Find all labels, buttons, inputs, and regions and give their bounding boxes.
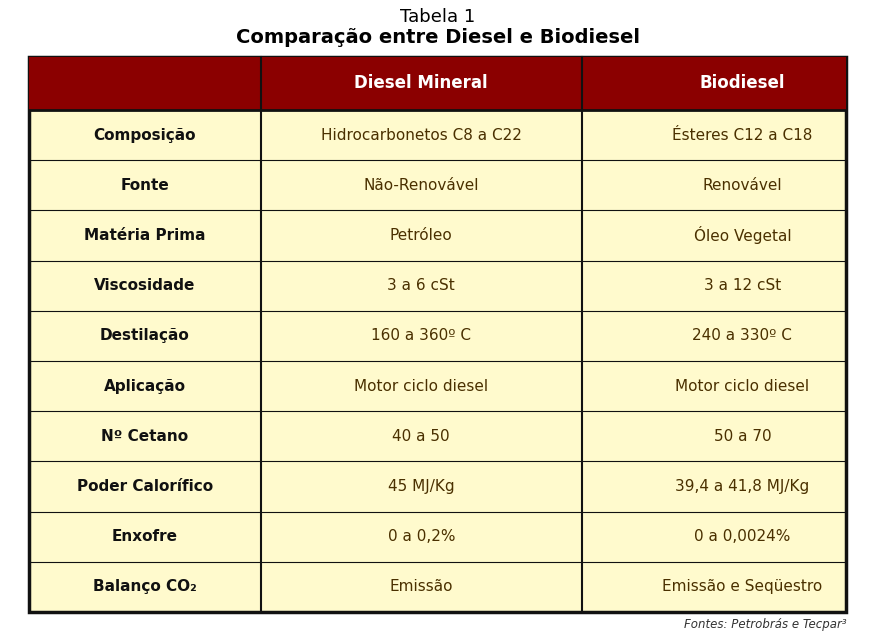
Text: Nº Cetano: Nº Cetano [102, 428, 188, 444]
Text: 240 a 330º C: 240 a 330º C [692, 329, 793, 343]
Text: Viscosidade: Viscosidade [94, 278, 195, 293]
Text: 39,4 a 41,8 MJ/Kg: 39,4 a 41,8 MJ/Kg [676, 479, 809, 494]
Text: Tabela 1: Tabela 1 [400, 8, 475, 26]
Text: Renovável: Renovável [703, 178, 782, 193]
Text: Poder Calorífico: Poder Calorífico [77, 479, 213, 494]
Text: 0 a 0,0024%: 0 a 0,0024% [694, 529, 791, 544]
Text: Motor ciclo diesel: Motor ciclo diesel [676, 379, 809, 394]
Text: 40 a 50: 40 a 50 [393, 428, 450, 444]
Text: 160 a 360º C: 160 a 360º C [371, 329, 472, 343]
Text: 50 a 70: 50 a 70 [714, 428, 771, 444]
Text: Motor ciclo diesel: Motor ciclo diesel [354, 379, 488, 394]
Text: Emissão e Seqüestro: Emissão e Seqüestro [662, 580, 822, 595]
Text: Óleo Vegetal: Óleo Vegetal [694, 226, 791, 245]
Text: Ésteres C12 a C18: Ésteres C12 a C18 [672, 128, 813, 143]
Text: Emissão: Emissão [389, 580, 453, 595]
Text: Não-Renovável: Não-Renovável [364, 178, 480, 193]
Text: Destilação: Destilação [100, 329, 190, 343]
Text: Matéria Prima: Matéria Prima [84, 228, 206, 243]
Text: Composição: Composição [94, 128, 196, 143]
Text: Petróleo: Petróleo [390, 228, 452, 243]
Text: Aplicação: Aplicação [104, 379, 186, 394]
Text: 45 MJ/Kg: 45 MJ/Kg [388, 479, 455, 494]
Text: 0 a 0,2%: 0 a 0,2% [388, 529, 455, 544]
Bar [29, 57, 846, 110]
Text: Balanço CO₂: Balanço CO₂ [93, 580, 197, 595]
Text: Biodiesel: Biodiesel [700, 75, 785, 92]
Text: Fontes: Petrobrás e Tecpar³: Fontes: Petrobrás e Tecpar³ [683, 618, 846, 631]
Text: Enxofre: Enxofre [112, 529, 178, 544]
Text: 3 a 6 cSt: 3 a 6 cSt [388, 278, 455, 293]
Text: Diesel Mineral: Diesel Mineral [354, 75, 488, 92]
Text: Fonte: Fonte [121, 178, 169, 193]
Text: Hidrocarbonetos C8 a C22: Hidrocarbonetos C8 a C22 [321, 128, 522, 143]
Text: Comparação entre Diesel e Biodiesel: Comparação entre Diesel e Biodiesel [235, 28, 640, 47]
Text: 3 a 12 cSt: 3 a 12 cSt [704, 278, 781, 293]
